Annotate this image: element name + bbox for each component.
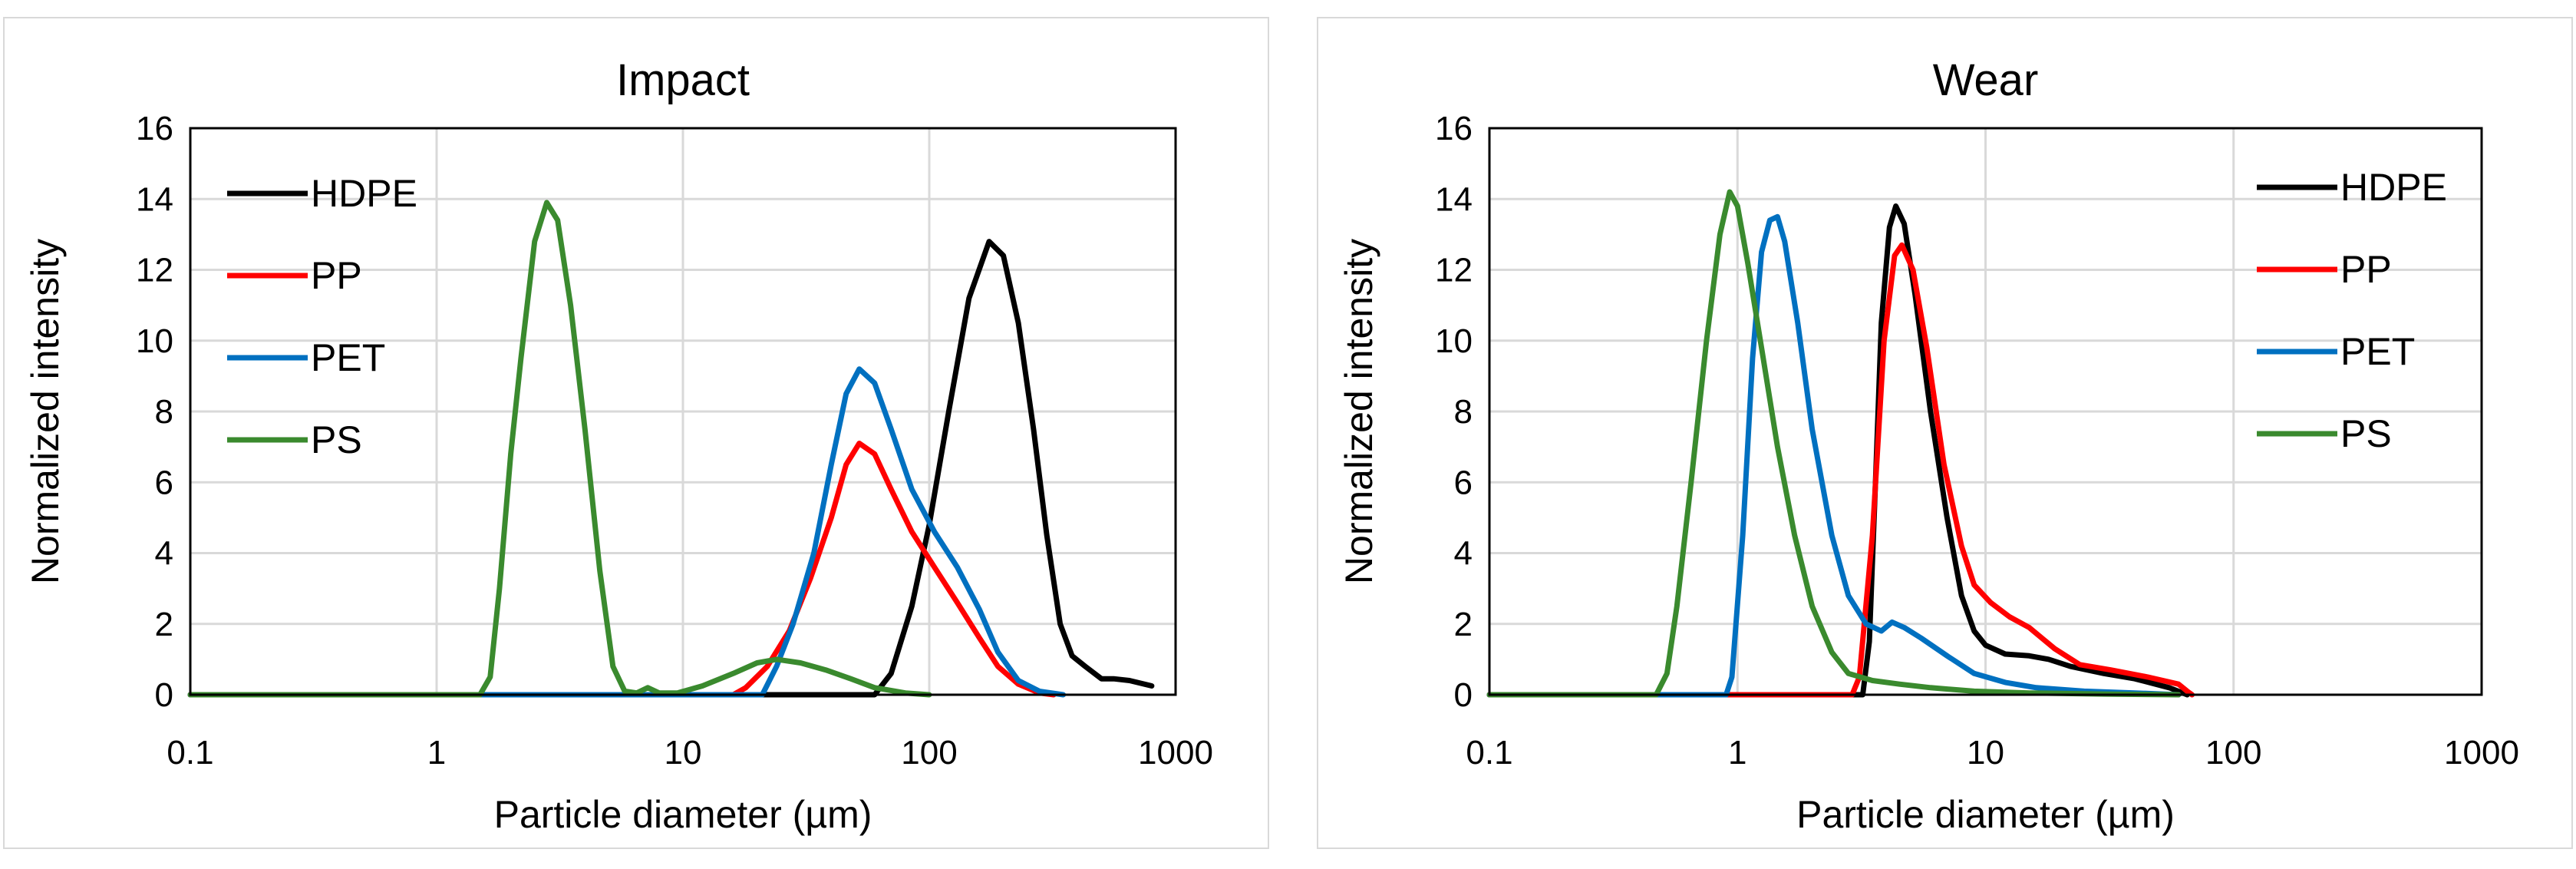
wear-legend-pet-label: PET [2340, 330, 2415, 373]
impact-legend-hdpe-label: HDPE [311, 172, 417, 215]
impact-y-tick-label: 16 [136, 110, 173, 147]
wear-y-axis-title: Normalized intensity [1337, 239, 1380, 584]
impact-legend-pet-label: PET [311, 336, 385, 379]
impact-legend-ps-label: PS [311, 418, 362, 461]
impact-chart-title: Impact [616, 55, 750, 105]
impact-x-axis-title: Particle diameter (µm) [494, 793, 872, 836]
wear-x-axis-title: Particle diameter (µm) [1796, 793, 2175, 836]
wear-x-tick-label: 1000 [2444, 734, 2519, 772]
impact-y-tick-label: 2 [155, 606, 173, 643]
impact-chart-panel: 0 2 4 6 8 10 12 14 16 0.1 1 10 100 1000 Impact Particle… [3, 17, 1269, 849]
wear-chart-panel: 0 2 4 6 8 10 12 14 16 0.1 1 10 100 1000 Wear Particle d… [1317, 17, 2573, 849]
wear-y-tick-label: 10 [1435, 322, 1473, 360]
impact-legend-pp-label: PP [311, 254, 362, 297]
wear-x-tick-label: 0.1 [1466, 734, 1512, 772]
wear-series-hdpe-line [1486, 203, 2190, 698]
wear-x-tick-label: 10 [1967, 734, 2004, 772]
wear-y-tick-label: 0 [1454, 676, 1473, 714]
wear-chart-title: Wear [1933, 55, 2039, 105]
wear-chart: 0 2 4 6 8 10 12 14 16 0.1 1 10 100 1000 Wear Particle d… [1337, 55, 2519, 836]
wear-plot-area [1488, 127, 2483, 696]
impact-y-tick-label: 10 [136, 322, 173, 360]
impact-x-tick-label: 100 [901, 734, 957, 772]
impact-y-tick-label: 0 [155, 676, 173, 714]
wear-y-tick-label: 4 [1454, 535, 1473, 573]
impact-y-tick-label: 8 [155, 393, 173, 431]
impact-chart: 0 2 4 6 8 10 12 14 16 0.1 1 10 100 1000 Impact Particle… [24, 55, 1213, 836]
impact-series-hdpe-line [187, 239, 1155, 698]
wear-y-tick-label: 8 [1454, 393, 1473, 431]
impact-x-tick-label: 10 [665, 734, 702, 772]
wear-legend-ps-label: PS [2340, 412, 2392, 455]
wear-legend-pp-label: PP [2340, 248, 2392, 291]
wear-x-tick-label: 1 [1728, 734, 1746, 772]
wear-y-tick-label: 12 [1435, 252, 1473, 289]
impact-plot-area [189, 127, 1177, 696]
impact-x-tick-label: 1000 [1138, 734, 1213, 772]
impact-series-pet-line [187, 366, 1067, 698]
impact-y-tick-label: 12 [136, 252, 173, 289]
wear-y-tick-label: 16 [1435, 110, 1473, 147]
impact-y-tick-label: 14 [136, 180, 173, 218]
impact-series-ps-line [187, 200, 932, 698]
wear-x-tick-label: 100 [2205, 734, 2261, 772]
impact-series-pp-line [187, 441, 1057, 698]
impact-y-axis-title: Normalized intensity [24, 239, 67, 584]
impact-x-tick-label: 1 [427, 734, 446, 772]
wear-y-tick-label: 14 [1435, 180, 1473, 218]
wear-y-tick-label: 2 [1454, 606, 1473, 643]
wear-series-ps-line [1486, 189, 2182, 698]
impact-y-tick-label: 4 [155, 535, 173, 573]
wear-legend-hdpe-label: HDPE [2340, 166, 2447, 209]
wear-series-pet-line [1486, 213, 2182, 698]
impact-y-tick-label: 6 [155, 464, 173, 501]
wear-series-pp-line [1486, 242, 2195, 698]
wear-y-tick-label: 6 [1454, 464, 1473, 501]
impact-x-tick-label: 0.1 [167, 734, 213, 772]
